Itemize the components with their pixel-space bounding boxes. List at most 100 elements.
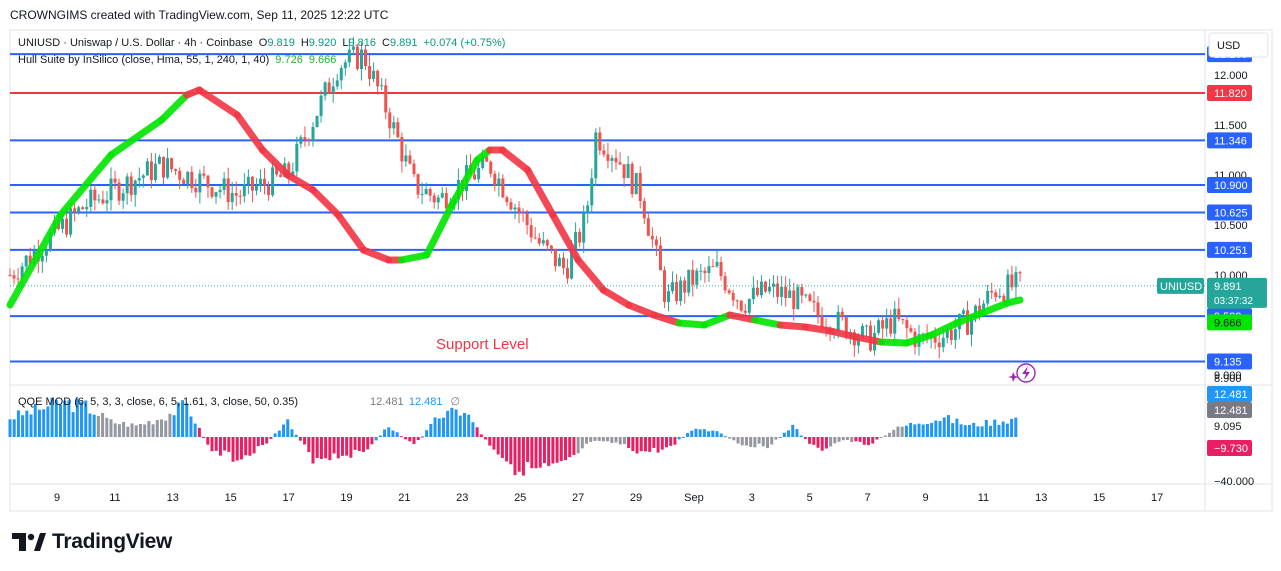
- level-price-label: 9.135: [1214, 357, 1242, 369]
- qqe-bar: [900, 426, 904, 437]
- candle-body: [182, 179, 186, 184]
- candle-body: [675, 282, 679, 302]
- qqe-bar: [303, 437, 307, 445]
- candle-body: [909, 328, 913, 332]
- lightning-icon[interactable]: [1008, 363, 1036, 383]
- qqe-bar: [517, 437, 521, 472]
- qqe-bar: [959, 424, 963, 437]
- candle-body: [784, 286, 788, 298]
- level-price-label: 10.625: [1214, 208, 1248, 220]
- tradingview-logo-text: TradingView: [52, 530, 173, 553]
- candle-body: [174, 169, 178, 171]
- candle-body: [69, 208, 73, 235]
- qqe-bar: [555, 437, 559, 463]
- price-axis[interactable]: 12.00011.50011.00010.50010.0009.5009.000…: [1207, 46, 1267, 488]
- candle-body: [420, 194, 424, 196]
- qqe-bar: [67, 400, 71, 437]
- qqe-bar: [429, 423, 433, 437]
- candle-body: [602, 150, 606, 155]
- candle-body: [844, 317, 848, 338]
- hull-segment: [498, 146, 532, 174]
- candle-body: [376, 70, 380, 87]
- qqe-bar: [80, 401, 84, 437]
- qqe-bar: [963, 425, 967, 437]
- candle-body: [339, 68, 343, 81]
- qqe-bar: [109, 419, 113, 437]
- candle-body: [258, 178, 262, 186]
- qqe-bar: [294, 434, 298, 437]
- qqe-bar: [913, 424, 917, 437]
- qqe-bar: [715, 431, 719, 437]
- candle-body: [513, 207, 517, 210]
- candle-body: [864, 325, 868, 327]
- candle-body: [553, 248, 557, 267]
- candle-body: [77, 207, 81, 213]
- candle-body: [347, 49, 351, 63]
- qqe-bar: [639, 437, 643, 452]
- qqe-bar: [286, 419, 290, 437]
- candle-body: [105, 200, 109, 204]
- qqe-bar: [370, 437, 374, 445]
- candle-body: [81, 207, 85, 210]
- qqe-bar: [181, 400, 185, 437]
- qqe-bar: [298, 437, 302, 441]
- hull-segment: [423, 201, 456, 259]
- qqe-bar: [88, 413, 92, 437]
- qqe-bar: [265, 437, 269, 444]
- qqe-bar: [168, 413, 172, 437]
- qqe-bar: [244, 437, 248, 456]
- candle-body: [941, 337, 945, 348]
- candle-body: [335, 80, 339, 87]
- candle-body: [303, 137, 307, 140]
- tradingview-logo[interactable]: TradingView: [12, 530, 172, 554]
- hull-segment: [675, 319, 708, 329]
- qqe-bar: [492, 437, 496, 450]
- qqe-bar: [875, 437, 879, 440]
- candle-body: [1014, 272, 1018, 288]
- candle-body: [885, 318, 889, 329]
- candle-body: [129, 176, 133, 195]
- candle-body: [949, 329, 953, 340]
- qqe-bar: [214, 437, 218, 451]
- qqe-bar: [471, 422, 475, 437]
- qqe-bar: [732, 437, 736, 441]
- candle-body: [477, 167, 481, 180]
- candle-body: [307, 139, 311, 141]
- qqe-bar: [33, 403, 37, 437]
- attribution-header: CROWNGIMS created with TradingView.com, …: [10, 8, 389, 22]
- candle-body: [990, 290, 994, 293]
- qqe-bar: [1001, 421, 1005, 437]
- time-label: 13: [167, 492, 179, 504]
- candle-body: [125, 176, 129, 194]
- candle-body: [642, 201, 646, 219]
- qqe-bar: [968, 424, 971, 437]
- qqe-bar: [618, 437, 622, 445]
- symbol-tag-bg: [1157, 277, 1204, 294]
- qqe-bar: [362, 437, 365, 452]
- currency-button[interactable]: USD: [1208, 32, 1269, 58]
- candle-body: [566, 268, 570, 279]
- qqe-bar: [572, 437, 576, 455]
- candle-body: [145, 161, 149, 176]
- candle-body: [691, 269, 695, 285]
- svg-text:USD: USD: [1217, 40, 1240, 52]
- qqe-bar: [643, 437, 647, 452]
- candle-body: [630, 163, 634, 195]
- price-tick: 12.000: [1214, 70, 1248, 82]
- hull-segment: [1003, 296, 1024, 307]
- qqe-bar: [450, 407, 454, 437]
- candle-body: [800, 287, 804, 296]
- qqe-bar: [656, 437, 660, 453]
- candle-body: [881, 320, 885, 329]
- candle-body: [598, 132, 602, 151]
- candle-body: [788, 290, 792, 298]
- time-axis[interactable]: 9 11 13 15 17 19 21 23 25 27 29 Sep 3 5 7 9 11 13 15 17: [54, 492, 1163, 504]
- level-price-label: 11.346: [1214, 135, 1247, 147]
- candle-body: [715, 261, 719, 267]
- candle-body: [254, 185, 258, 191]
- candle-body: [210, 187, 214, 197]
- qqe-bar: [138, 423, 142, 437]
- time-label: 19: [340, 492, 352, 504]
- time-label: 17: [282, 492, 294, 504]
